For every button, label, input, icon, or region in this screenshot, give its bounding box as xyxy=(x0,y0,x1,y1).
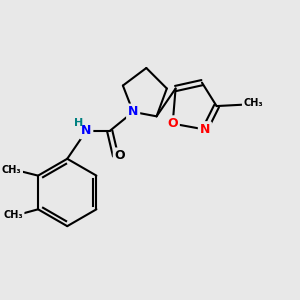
Text: O: O xyxy=(115,149,125,162)
Text: CH₃: CH₃ xyxy=(3,210,23,220)
Text: N: N xyxy=(200,123,210,136)
Text: N: N xyxy=(128,105,138,119)
Text: O: O xyxy=(167,117,178,130)
Text: N: N xyxy=(81,124,92,137)
Text: CH₃: CH₃ xyxy=(2,165,22,175)
Text: H: H xyxy=(74,118,84,128)
Text: CH₃: CH₃ xyxy=(243,98,263,108)
